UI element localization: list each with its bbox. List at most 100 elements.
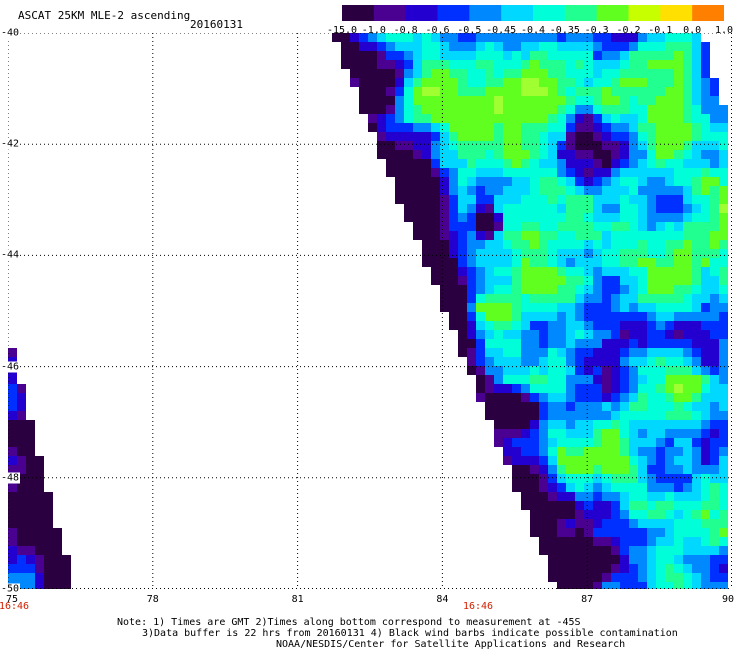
swath-pixel — [647, 429, 656, 438]
swath-pixel — [584, 447, 593, 456]
swath-pixel — [611, 231, 620, 240]
swath-pixel — [575, 33, 584, 42]
swath-pixel — [413, 186, 422, 195]
swath-pixel — [530, 465, 539, 474]
swath-pixel — [656, 447, 665, 456]
swath-pixel — [602, 348, 611, 357]
swath-pixel — [647, 204, 656, 213]
swath-pixel — [530, 150, 539, 159]
swath-pixel — [476, 213, 485, 222]
swath-pixel — [548, 357, 557, 366]
swath-pixel — [539, 285, 548, 294]
swath-pixel — [467, 51, 476, 60]
swath-pixel — [395, 87, 404, 96]
swath-pixel — [719, 438, 728, 447]
swath-pixel — [530, 240, 539, 249]
swath-pixel — [539, 510, 548, 519]
swath-pixel — [575, 357, 584, 366]
swath-pixel — [629, 546, 638, 555]
swath-pixel — [575, 465, 584, 474]
swath-pixel — [548, 330, 557, 339]
swath-pixel — [44, 510, 53, 519]
swath-pixel — [521, 465, 530, 474]
swath-pixel — [665, 195, 674, 204]
swath-pixel — [584, 276, 593, 285]
swath-pixel — [566, 555, 575, 564]
swath-pixel — [539, 267, 548, 276]
swath-pixel — [656, 42, 665, 51]
swath-pixel — [620, 330, 629, 339]
swath-pixel — [35, 456, 44, 465]
swath-pixel — [467, 69, 476, 78]
swath-pixel — [701, 456, 710, 465]
swath-pixel — [584, 429, 593, 438]
swath-pixel — [638, 87, 647, 96]
swath-pixel — [647, 303, 656, 312]
swath-pixel — [431, 204, 440, 213]
swath-pixel — [683, 519, 692, 528]
swath-pixel — [674, 105, 683, 114]
swath-pixel — [62, 582, 71, 589]
swath-pixel — [35, 465, 44, 474]
swath-pixel — [521, 195, 530, 204]
swath-pixel — [638, 123, 647, 132]
swath-pixel — [539, 168, 548, 177]
swath-pixel — [602, 276, 611, 285]
swath-pixel — [647, 312, 656, 321]
swath-pixel — [602, 213, 611, 222]
swath-pixel — [575, 294, 584, 303]
swath-pixel — [503, 69, 512, 78]
swath-pixel — [530, 411, 539, 420]
swath-pixel — [665, 69, 674, 78]
swath-pixel — [458, 42, 467, 51]
swath-pixel — [638, 51, 647, 60]
swath-pixel — [449, 168, 458, 177]
swath-pixel — [602, 429, 611, 438]
swath-pixel — [512, 366, 521, 375]
swath-pixel — [575, 438, 584, 447]
swath-pixel — [629, 339, 638, 348]
swath-pixel — [530, 222, 539, 231]
swath-pixel — [656, 519, 665, 528]
swath-pixel — [440, 78, 449, 87]
swath-pixel — [629, 123, 638, 132]
swath-pixel — [593, 555, 602, 564]
swath-pixel — [602, 375, 611, 384]
swath-pixel — [485, 33, 494, 42]
swath-pixel — [719, 186, 728, 195]
swath-pixel — [53, 573, 62, 582]
swath-pixel — [467, 339, 476, 348]
swath-pixel — [593, 258, 602, 267]
swath-pixel — [701, 411, 710, 420]
swath-pixel — [467, 222, 476, 231]
swath-pixel — [692, 492, 701, 501]
swath-pixel — [521, 294, 530, 303]
swath-pixel — [521, 132, 530, 141]
swath-pixel — [395, 159, 404, 168]
swath-pixel — [674, 582, 683, 589]
swath-pixel — [701, 447, 710, 456]
swath-pixel — [719, 114, 728, 123]
swath-pixel — [638, 447, 647, 456]
swath-pixel — [503, 357, 512, 366]
swath-pixel — [548, 231, 557, 240]
swath-pixel — [602, 42, 611, 51]
swath-pixel — [593, 60, 602, 69]
swath-pixel — [575, 321, 584, 330]
swath-pixel — [539, 222, 548, 231]
swath-pixel — [575, 87, 584, 96]
swath-pixel — [602, 447, 611, 456]
swath-pixel — [665, 564, 674, 573]
swath-pixel — [404, 96, 413, 105]
swath-pixel — [647, 384, 656, 393]
swath-pixel — [35, 564, 44, 573]
swath-pixel — [377, 87, 386, 96]
swath-pixel — [539, 213, 548, 222]
swath-pixel — [602, 546, 611, 555]
swath-pixel — [35, 510, 44, 519]
swath-pixel — [665, 186, 674, 195]
swath-pixel — [449, 249, 458, 258]
swath-pixel — [602, 312, 611, 321]
swath-pixel — [476, 78, 485, 87]
swath-pixel — [494, 384, 503, 393]
